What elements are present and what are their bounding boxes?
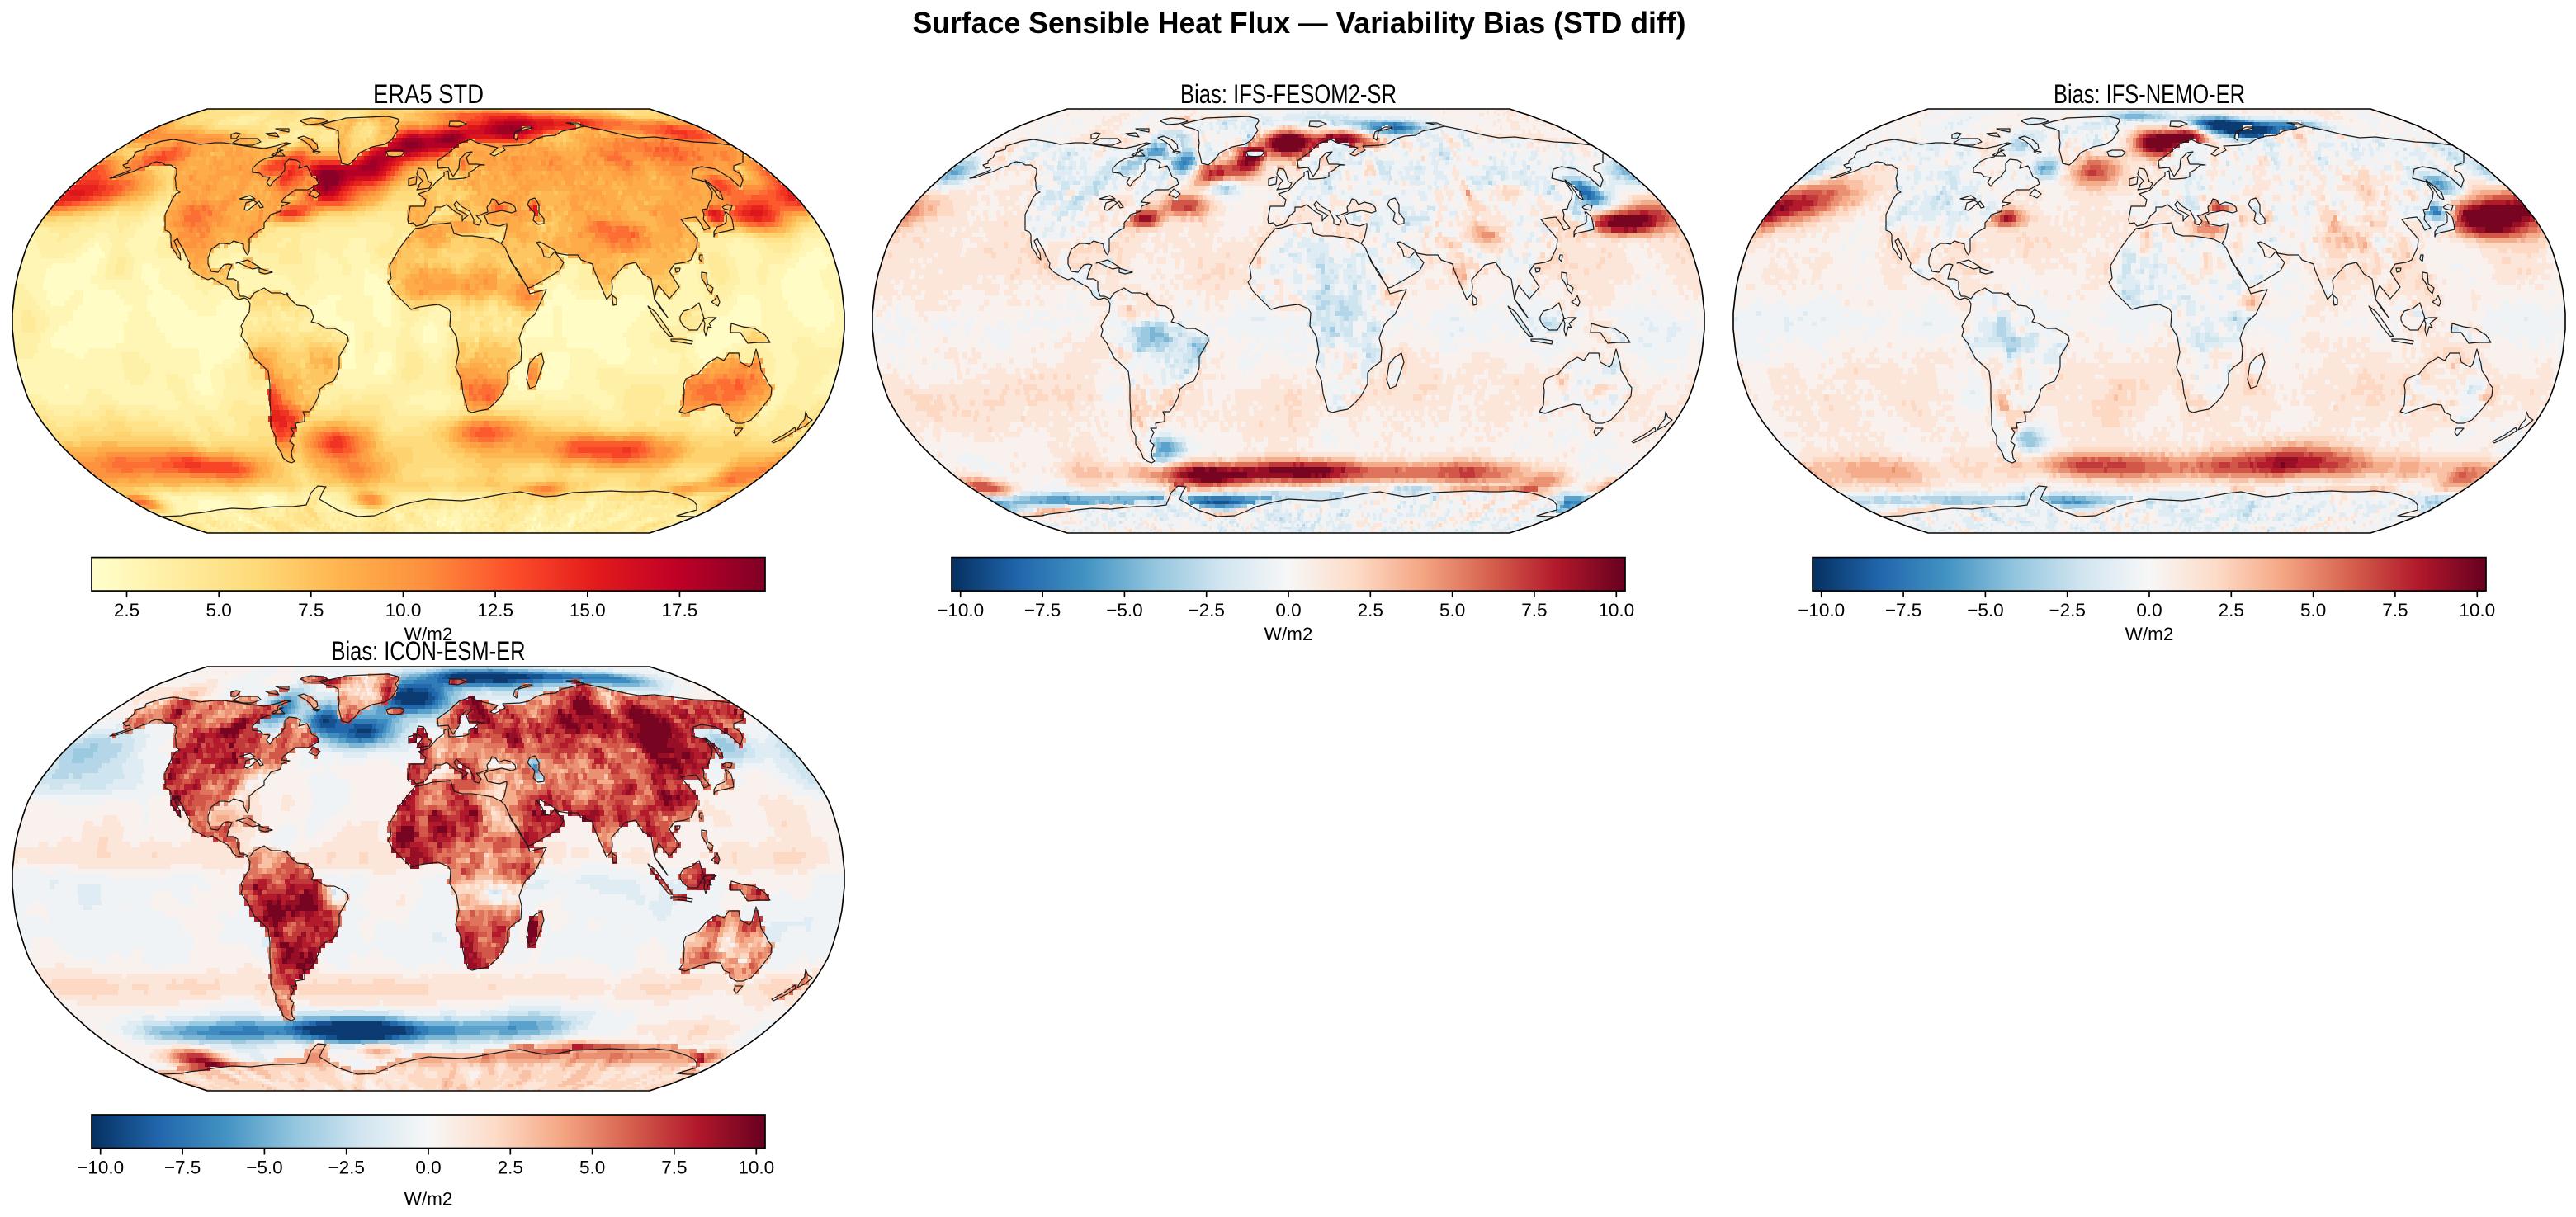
svg-text:−2.5: −2.5 bbox=[2049, 600, 2085, 620]
svg-text:10.0: 10.0 bbox=[1598, 600, 1634, 620]
svg-text:5.0: 5.0 bbox=[579, 1158, 605, 1178]
svg-text:0.0: 0.0 bbox=[2136, 600, 2162, 620]
svg-text:10.0: 10.0 bbox=[738, 1158, 774, 1178]
svg-text:−5.0: −5.0 bbox=[246, 1158, 282, 1178]
svg-text:12.5: 12.5 bbox=[477, 600, 513, 620]
svg-text:−5.0: −5.0 bbox=[1967, 600, 2003, 620]
svg-text:0.0: 0.0 bbox=[1275, 600, 1301, 620]
svg-text:7.5: 7.5 bbox=[661, 1158, 687, 1178]
svg-text:10.0: 10.0 bbox=[385, 600, 422, 620]
svg-text:−7.5: −7.5 bbox=[1885, 600, 1921, 620]
svg-text:0.0: 0.0 bbox=[415, 1158, 441, 1178]
svg-text:−10.0: −10.0 bbox=[77, 1158, 124, 1178]
svg-text:W/m2: W/m2 bbox=[404, 1189, 453, 1210]
svg-text:7.5: 7.5 bbox=[1521, 600, 1547, 620]
svg-text:15.0: 15.0 bbox=[570, 600, 606, 620]
svg-text:5.0: 5.0 bbox=[1439, 600, 1465, 620]
svg-text:5.0: 5.0 bbox=[206, 600, 232, 620]
svg-text:Bias: ICON-ESM-ER: Bias: ICON-ESM-ER bbox=[332, 636, 526, 666]
svg-text:W/m2: W/m2 bbox=[1264, 624, 1313, 644]
svg-text:−2.5: −2.5 bbox=[328, 1158, 364, 1178]
svg-text:−7.5: −7.5 bbox=[1024, 600, 1061, 620]
svg-text:2.5: 2.5 bbox=[2219, 600, 2244, 620]
svg-text:−5.0: −5.0 bbox=[1106, 600, 1142, 620]
svg-text:ERA5 STD: ERA5 STD bbox=[373, 79, 484, 109]
svg-text:2.5: 2.5 bbox=[1358, 600, 1383, 620]
svg-text:−7.5: −7.5 bbox=[164, 1158, 201, 1178]
svg-text:2.5: 2.5 bbox=[498, 1158, 523, 1178]
svg-text:Bias: IFS-FESOM2-SR: Bias: IFS-FESOM2-SR bbox=[1180, 79, 1397, 109]
svg-text:−10.0: −10.0 bbox=[937, 600, 984, 620]
svg-text:7.5: 7.5 bbox=[2382, 600, 2408, 620]
svg-text:Bias: IFS-NEMO-ER: Bias: IFS-NEMO-ER bbox=[2054, 79, 2245, 109]
svg-text:2.5: 2.5 bbox=[114, 600, 139, 620]
svg-text:17.5: 17.5 bbox=[662, 600, 698, 620]
svg-text:5.0: 5.0 bbox=[2300, 600, 2326, 620]
svg-text:W/m2: W/m2 bbox=[404, 624, 453, 644]
svg-text:10.0: 10.0 bbox=[2459, 600, 2495, 620]
svg-text:Surface Sensible Heat Flux — V: Surface Sensible Heat Flux — Variability… bbox=[913, 6, 1686, 40]
svg-text:7.5: 7.5 bbox=[298, 600, 324, 620]
svg-text:−2.5: −2.5 bbox=[1188, 600, 1224, 620]
svg-text:W/m2: W/m2 bbox=[2125, 624, 2174, 644]
svg-text:−10.0: −10.0 bbox=[1798, 600, 1845, 620]
